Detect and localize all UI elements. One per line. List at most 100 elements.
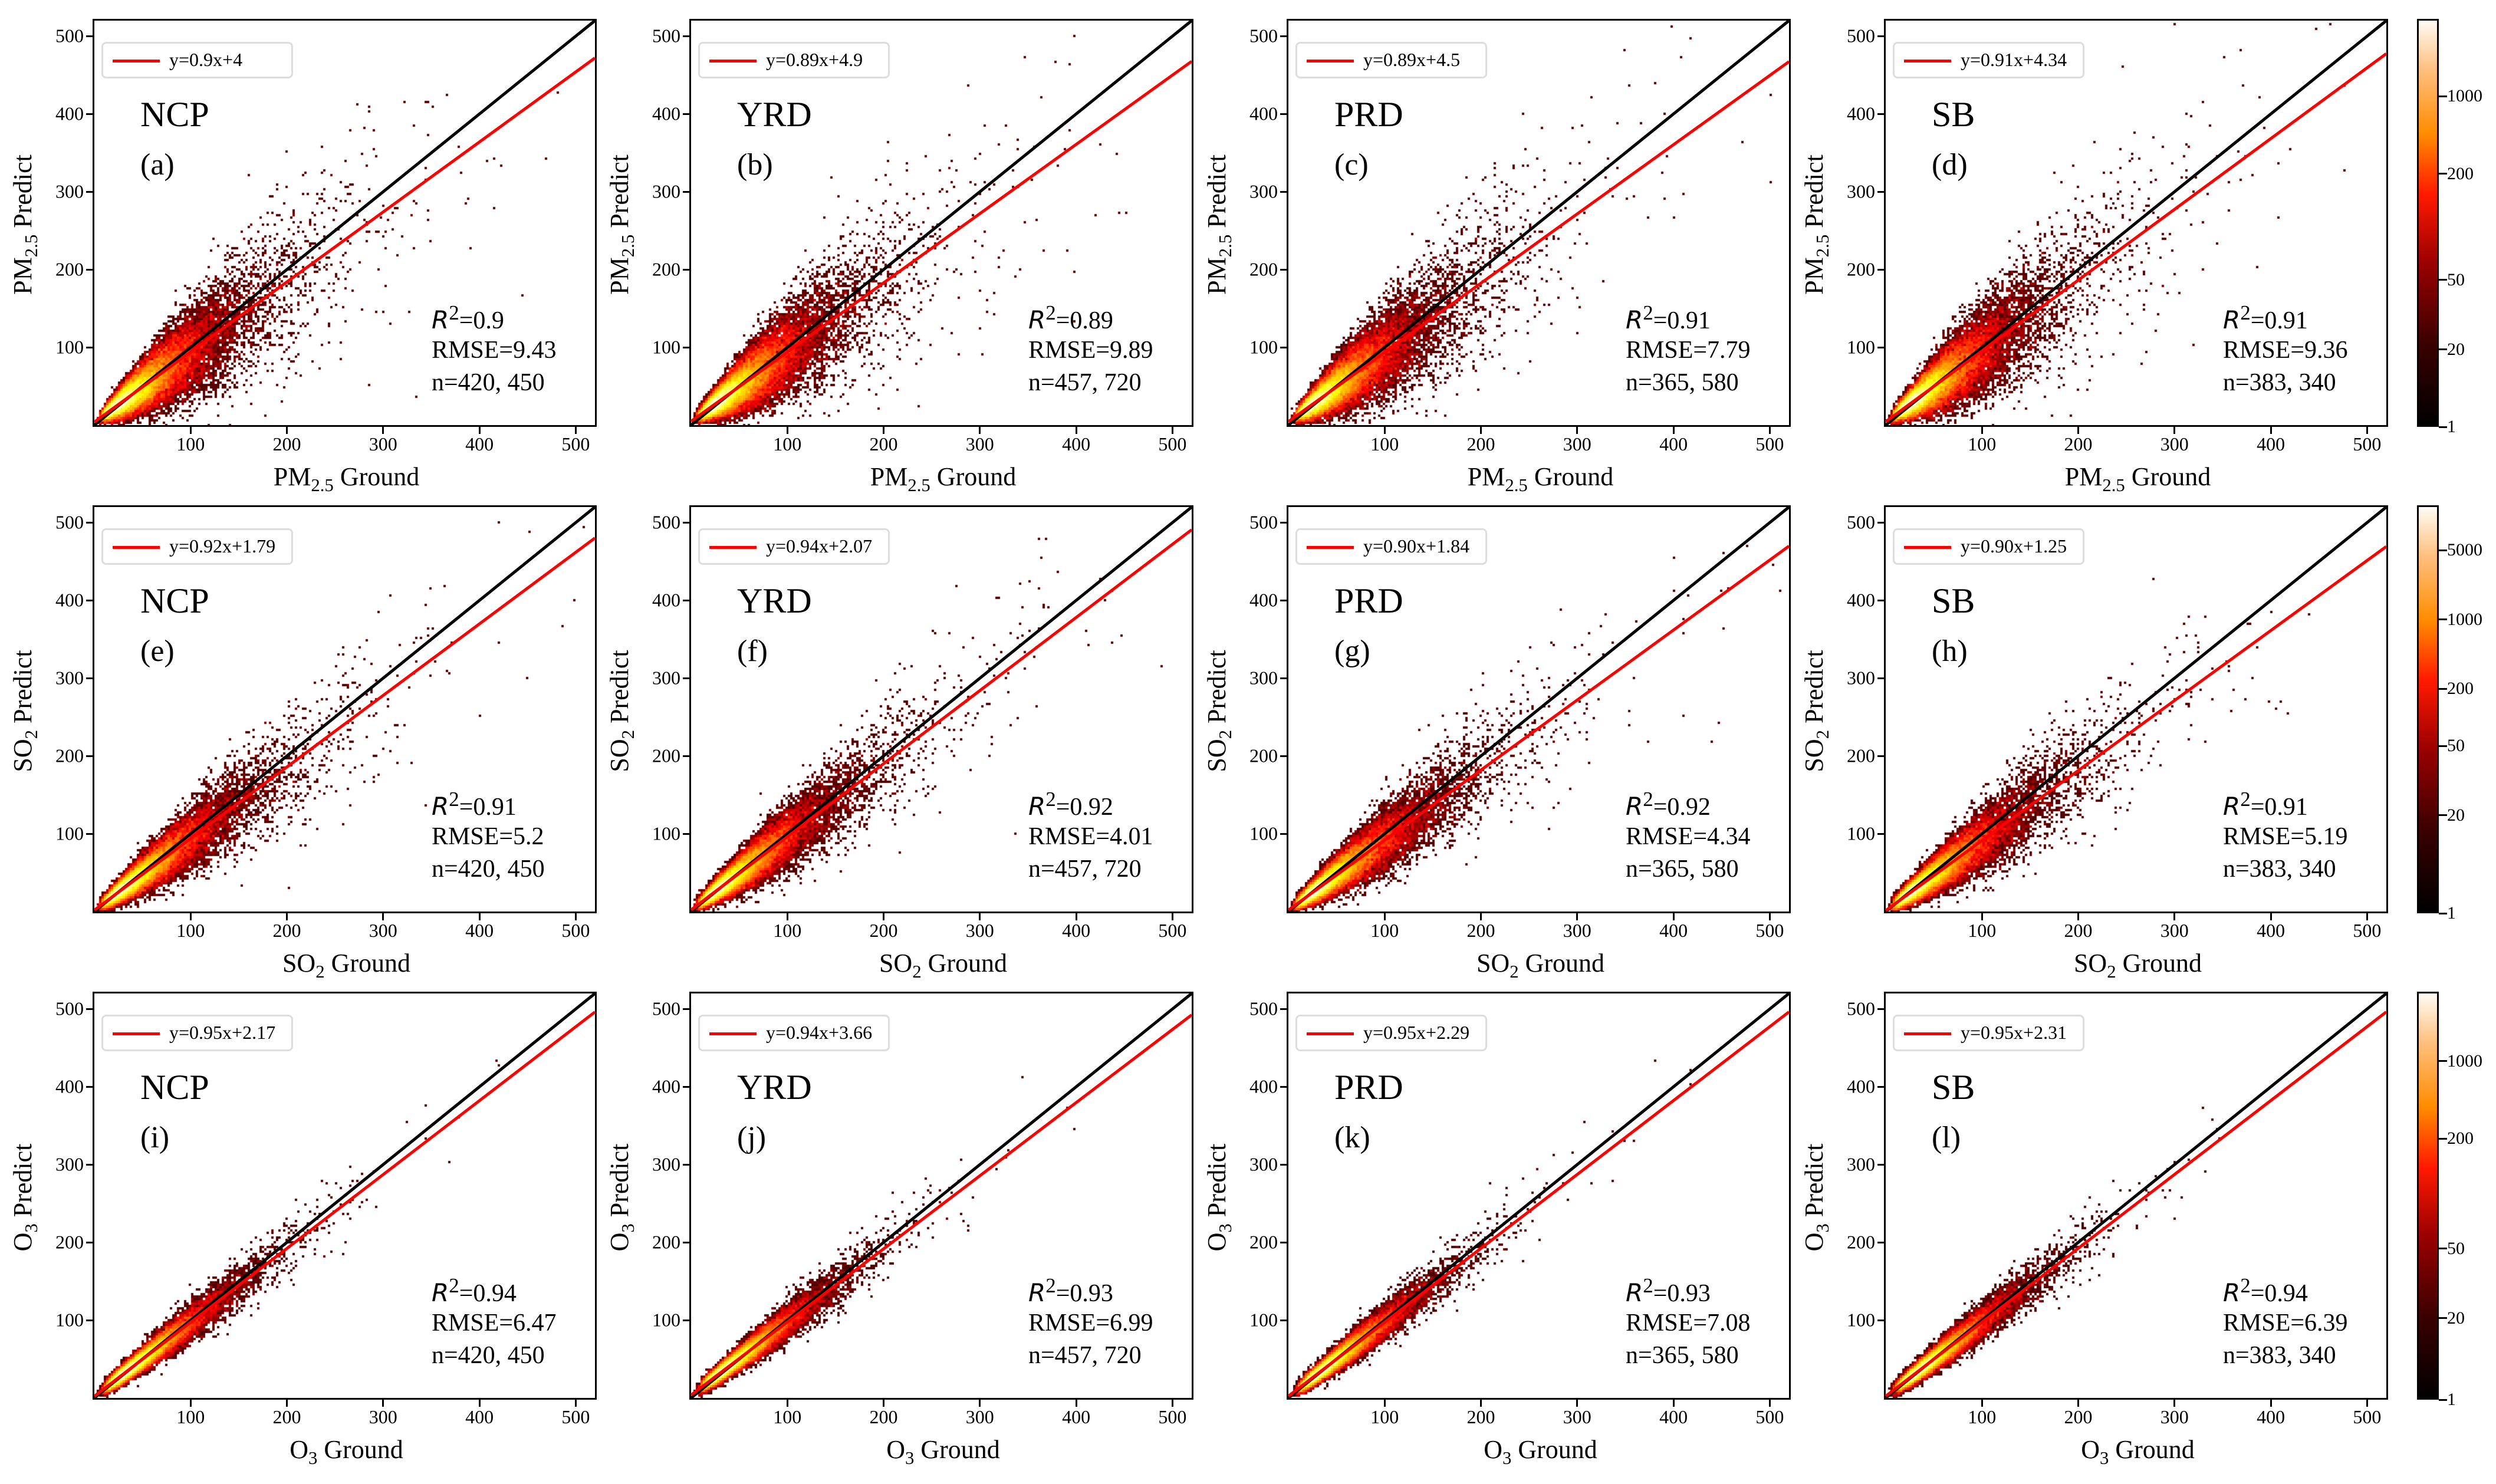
x-tick-mark [2270, 1400, 2272, 1407]
y-tick-mark [1280, 1008, 1287, 1010]
x-tick-label: 500 [561, 1406, 590, 1427]
colorbar-tick-mark [2439, 618, 2447, 621]
colorbar-tick-label: 1000 [2447, 1051, 2482, 1071]
y-tick-label: 200 [1847, 258, 1875, 280]
x-axis-label-sub: 2 [315, 961, 325, 982]
y-axis-label-sub: 3 [1215, 1223, 1235, 1233]
rmse-annotation: RMSE=9.43 [432, 337, 557, 364]
y-axis-label-sub: 2 [617, 729, 638, 739]
panel-label: (b) [737, 148, 773, 182]
sample-size-annotation: n=420, 450 [432, 855, 545, 883]
x-axis-label: PM2.5 Ground [94, 462, 598, 496]
y-tick-mark [1877, 1163, 1885, 1166]
r-symbol: R [1626, 305, 1643, 334]
legend-swatch-fit-line [113, 546, 160, 549]
regression-line [1885, 545, 2388, 912]
colorbar-tick-label: 200 [2447, 679, 2474, 699]
y-axis-label-main: O [605, 1232, 634, 1252]
r-superscript: 2 [449, 788, 459, 811]
y-tick-mark [1280, 35, 1287, 37]
y-tick-label: 200 [1847, 745, 1875, 766]
legend: y=0.92x+1.79 [101, 528, 293, 565]
x-axis-label-main: SO [2073, 949, 2107, 978]
x-axis-label-sub: 3 [1502, 1447, 1512, 1468]
x-tick-mark [1480, 427, 1482, 434]
regression-line [1287, 1011, 1790, 1397]
legend-label: y=0.95x+2.17 [169, 1022, 276, 1043]
y-tick-mark [1280, 1241, 1287, 1243]
x-tick-mark [979, 1400, 981, 1407]
y-tick-label: 200 [652, 258, 680, 280]
y-tick-label: 200 [1249, 1231, 1278, 1253]
y-axis-label-sub: 2.5 [1812, 234, 1833, 258]
one-to-one-line [93, 19, 596, 426]
scatter-panel-k: y=0.95x+2.29 PRD (k) R2=0.93 RMSE=7.08 n=365,… [1202, 992, 1791, 1468]
legend: y=0.95x+2.31 [1893, 1015, 2084, 1051]
y-tick-mark [683, 113, 690, 115]
x-tick-mark [574, 427, 577, 434]
y-tick-mark [683, 1008, 690, 1010]
r-symbol: R [1028, 1278, 1046, 1307]
y-tick-mark [86, 268, 93, 271]
y-axis-label-main: O [1202, 1232, 1232, 1252]
r-superscript: 2 [449, 1274, 459, 1297]
y-tick-label: 100 [1847, 822, 1875, 844]
y-tick-mark [1877, 1241, 1885, 1243]
r-superscript: 2 [1045, 301, 1056, 324]
y-tick-mark [1877, 190, 1885, 193]
x-tick-label: 200 [272, 920, 301, 941]
x-tick-mark [1576, 1400, 1579, 1407]
r-squared-value: =0.89 [1055, 307, 1113, 334]
y-tick-mark [86, 521, 93, 524]
y-tick-label: 300 [1249, 180, 1278, 202]
r-squared-value: =0.91 [1653, 307, 1711, 334]
x-axis-label-rest: Ground [1527, 462, 1614, 491]
y-tick-mark [1877, 1008, 1885, 1010]
y-tick-label: 500 [652, 998, 680, 1019]
y-tick-label: 500 [1847, 998, 1875, 1019]
y-tick-label: 500 [1847, 25, 1875, 47]
scatter-panel-e: y=0.92x+1.79 NCP (e) R2=0.91 RMSE=5.2 n=420, … [8, 505, 597, 982]
colorbar-tick-mark [2439, 912, 2447, 914]
r-squared-annotation: R2=0.91 [432, 788, 517, 821]
y-tick-mark [1877, 833, 1885, 835]
r-squared-annotation: R2=0.91 [1626, 301, 1711, 335]
y-tick-label: 400 [1847, 589, 1875, 611]
colorbar [2417, 19, 2439, 427]
region-label: SB [1932, 581, 1975, 620]
x-axis-label-rest: Ground [2116, 949, 2202, 978]
x-tick-mark [1171, 1400, 1173, 1407]
sample-size-annotation: n=365, 580 [1626, 855, 1739, 883]
x-tick-label: 300 [965, 1406, 994, 1427]
x-tick-mark [786, 1400, 788, 1407]
r-squared-value: =0.91 [459, 794, 517, 821]
x-tick-mark [2173, 427, 2176, 434]
y-tick-label: 400 [1847, 103, 1875, 124]
y-tick-mark [1280, 268, 1287, 271]
y-tick-label: 300 [652, 667, 680, 689]
sample-size-annotation: n=383, 340 [2223, 369, 2336, 396]
x-tick-mark [1383, 913, 1386, 920]
r-squared-annotation: R2=0.94 [2223, 1274, 2308, 1308]
x-tick-label: 300 [369, 1406, 397, 1427]
region-label: YRD [737, 95, 812, 134]
x-axis-label: SO2 Ground [691, 948, 1195, 982]
rmse-annotation: RMSE=4.01 [1028, 823, 1153, 850]
x-axis-label-sub: 2 [912, 961, 922, 982]
r-symbol: R [1028, 792, 1046, 821]
x-axis-label-rest: Ground [930, 462, 1017, 491]
x-tick-label: 500 [1158, 1406, 1187, 1427]
x-axis-label-main: PM [273, 462, 311, 491]
x-tick-label: 200 [869, 920, 898, 941]
colorbar-tick-label: 5000 [2447, 540, 2482, 560]
y-tick-mark [683, 1085, 690, 1088]
x-axis-label: O3 Ground [1886, 1434, 2390, 1469]
x-tick-mark [1075, 913, 1077, 920]
x-tick-mark [2173, 1400, 2176, 1407]
lines-layer [1885, 506, 2388, 913]
x-axis-label: SO2 Ground [1886, 948, 2390, 982]
y-tick-mark [1280, 833, 1287, 835]
x-axis-label-sub: 2.5 [1505, 475, 1528, 495]
regression-line [690, 60, 1193, 423]
x-tick-label: 100 [773, 433, 802, 455]
